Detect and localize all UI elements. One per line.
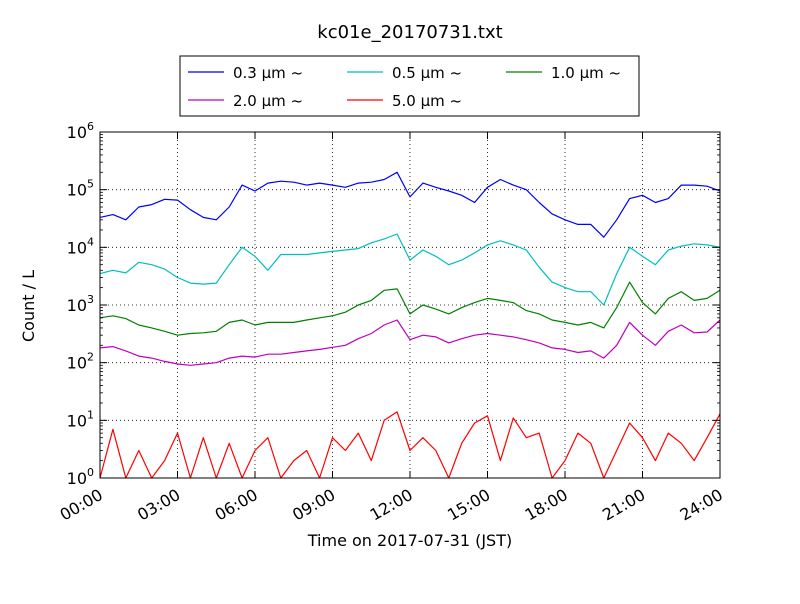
legend-box [179, 55, 640, 117]
series-line-0 [99, 171, 721, 238]
legend-label-0: 0.3 μm ~ [233, 64, 303, 82]
x-tick-label: 06:00 [212, 485, 261, 525]
series-line-3 [99, 319, 721, 366]
y-tick-label: 106 [67, 120, 94, 142]
series-line-4 [99, 411, 721, 479]
x-tick-label: 12:00 [367, 485, 416, 525]
y-tick-label: 104 [67, 235, 94, 257]
chart-title: kc01e_20170731.txt [317, 22, 502, 43]
legend-label-4: 5.0 μm ~ [392, 92, 462, 110]
y-tick-label: 102 [67, 351, 94, 373]
x-tick-label: 18:00 [522, 485, 571, 525]
legend: 0.3 μm ~ 0.5 μm ~ 1.0 μm ~ 2.0 μm ~ 5.0 μm ~ [179, 55, 640, 117]
y-axis-label: Count / L [19, 270, 38, 342]
legend-label-2: 1.0 μm ~ [551, 64, 621, 82]
x-tick-label: 21:00 [599, 485, 648, 525]
x-tick-label: 00:00 [57, 485, 106, 525]
x-axis-label: Time on 2017-07-31 (JST) [307, 531, 512, 550]
x-tick-label: 15:00 [444, 485, 493, 525]
x-tick-label: 24:00 [677, 485, 726, 525]
x-tick-label: 03:00 [134, 485, 183, 525]
x-tick-label: 09:00 [289, 485, 338, 525]
y-tick-label: 105 [67, 178, 94, 200]
legend-label-3: 2.0 μm ~ [233, 92, 303, 110]
legend-label-1: 0.5 μm ~ [392, 64, 462, 82]
y-tick-label: 100 [67, 466, 94, 488]
plot-area: 00:00 03:00 06:00 09:00 12:00 15:00 18:00 21:00… [57, 120, 726, 525]
series-line-2 [99, 281, 721, 336]
y-tick-label: 103 [67, 293, 94, 315]
series-line-1 [99, 233, 721, 306]
y-tick-label: 101 [67, 408, 94, 430]
